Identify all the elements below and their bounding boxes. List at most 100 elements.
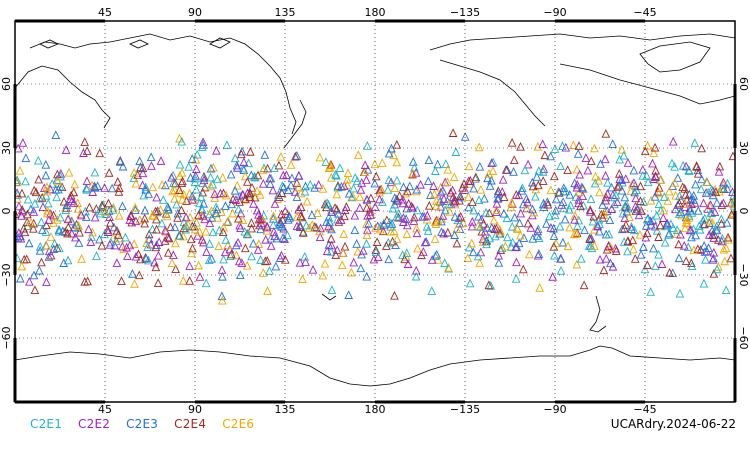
observation-marker (630, 187, 639, 197)
observation-marker (259, 268, 268, 277)
lon-tick-top: −135 (450, 6, 480, 19)
observation-marker (427, 255, 437, 264)
observation-marker (620, 213, 630, 223)
observation-marker (499, 208, 509, 218)
observation-marker (401, 188, 410, 198)
observation-marker (675, 288, 685, 298)
observation-marker (161, 180, 170, 190)
observation-marker (652, 225, 662, 235)
observation-marker (362, 230, 372, 240)
observation-marker (551, 194, 561, 204)
observation-marker (371, 223, 380, 232)
observation-marker (26, 217, 36, 227)
observation-marker (687, 208, 697, 217)
observation-marker (533, 180, 543, 190)
observation-marker (387, 143, 396, 153)
observation-marker (338, 248, 348, 257)
observation-marker (353, 246, 363, 256)
observation-marker (576, 201, 585, 211)
observation-marker (699, 278, 709, 288)
observation-marker (424, 155, 434, 165)
observation-marker (54, 225, 64, 234)
observation-marker (246, 170, 256, 180)
observation-marker (140, 213, 150, 223)
observation-marker (432, 196, 441, 205)
observation-marker (153, 278, 163, 287)
observation-marker (210, 193, 220, 203)
observation-marker (315, 232, 325, 242)
observation-marker (604, 241, 613, 251)
observation-marker (171, 238, 180, 248)
observation-marker (413, 243, 422, 253)
lon-tick-top: −90 (543, 6, 566, 19)
observation-marker (433, 254, 443, 264)
observation-marker (339, 181, 349, 190)
observation-marker (335, 163, 345, 173)
observation-marker (294, 204, 303, 214)
observation-marker (79, 148, 88, 157)
observation-marker (474, 195, 484, 204)
observation-marker (206, 172, 215, 182)
observation-marker (262, 256, 272, 265)
observation-marker (678, 182, 688, 192)
observation-marker (256, 224, 265, 234)
observation-marker (509, 167, 518, 176)
observation-marker (556, 265, 566, 275)
observation-marker (694, 206, 703, 215)
observation-marker (468, 216, 477, 226)
observation-marker (322, 198, 332, 207)
observation-marker (580, 225, 589, 234)
observation-marker (627, 222, 636, 231)
observation-marker (601, 170, 610, 180)
observation-marker (269, 211, 278, 221)
observation-marker (509, 155, 519, 164)
observation-marker (56, 212, 65, 222)
observation-marker (560, 214, 570, 224)
observation-marker (423, 176, 433, 186)
observation-marker (322, 202, 331, 212)
observation-marker (586, 206, 595, 216)
observation-marker (689, 245, 699, 255)
observation-marker (503, 232, 512, 242)
observation-marker (249, 199, 258, 208)
observation-marker (687, 261, 697, 271)
observation-marker (80, 137, 90, 146)
observation-marker (226, 169, 236, 179)
observation-marker (239, 157, 249, 167)
observation-marker (588, 216, 598, 226)
observation-marker (331, 169, 340, 179)
observation-marker (82, 184, 92, 194)
observation-marker (443, 227, 453, 237)
observation-marker (554, 187, 564, 197)
observation-marker (696, 184, 706, 194)
legend-item-c2e6: C2E6 (222, 417, 255, 431)
observation-marker (360, 167, 370, 176)
observation-marker (131, 251, 141, 261)
observation-marker (642, 260, 652, 270)
legend-item-c2e1: C2E1 (30, 417, 63, 431)
observation-marker (516, 142, 525, 151)
observation-marker (726, 253, 735, 263)
observation-marker (248, 238, 258, 248)
observation-marker (139, 190, 149, 200)
observation-marker (15, 165, 25, 175)
observation-marker (232, 250, 241, 260)
observation-marker (271, 261, 281, 271)
observation-marker (244, 158, 253, 168)
observation-marker (47, 179, 57, 188)
coastlines (15, 33, 735, 387)
observation-marker (507, 221, 517, 231)
observation-marker (198, 140, 208, 149)
observation-marker (476, 184, 486, 194)
lat-tick-left: 0 (0, 208, 13, 215)
observation-marker (630, 254, 640, 263)
observation-marker (362, 202, 372, 212)
observation-marker (190, 224, 200, 234)
observation-marker (516, 208, 526, 218)
observation-marker (450, 230, 459, 239)
observation-marker (717, 183, 727, 193)
observation-marker (277, 188, 287, 197)
observation-marker (151, 242, 161, 252)
observation-marker (199, 175, 209, 185)
observation-marker (617, 185, 627, 195)
